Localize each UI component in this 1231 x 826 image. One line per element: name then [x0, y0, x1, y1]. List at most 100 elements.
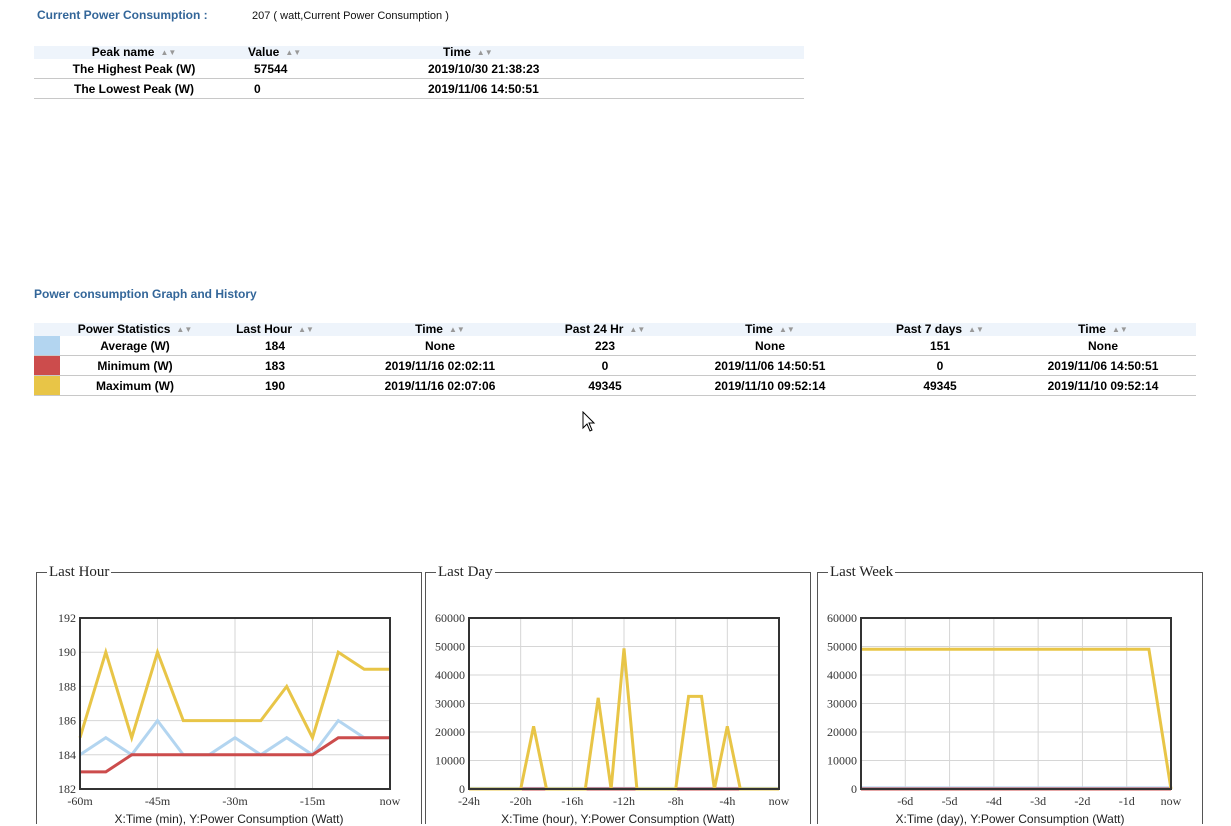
series-line-2 — [78, 647, 390, 743]
sort-icon[interactable]: ▲▼ — [629, 325, 646, 334]
past-7-time: 2019/11/10 09:52:14 — [1010, 375, 1196, 396]
y-tick-label: 20000 — [435, 725, 465, 739]
sort-icon[interactable]: ▲▼ — [1111, 325, 1128, 334]
y-tick-label: 188 — [58, 679, 76, 693]
x-tick-label: -4h — [719, 794, 735, 807]
maximum-color-swatch — [34, 376, 60, 395]
last-day-chart: Last Day 0 10000 20000 30000 40000 50000 60000… — [425, 564, 811, 826]
x-tick-label: -16h — [561, 794, 583, 807]
table-row: The Highest Peak (W) 57544 2019/10/30 21… — [34, 59, 804, 79]
y-tick-label: 30000 — [435, 697, 465, 711]
x-tick-label: -2d — [1074, 794, 1090, 807]
y-tick-label: 60000 — [827, 611, 857, 625]
past-7-time: None — [1010, 336, 1196, 356]
stat-name: Average (W) — [60, 336, 210, 356]
peak-time-header[interactable]: Time ▲▼ — [328, 46, 804, 59]
stats-name-header[interactable]: Power Statistics ▲▼ — [60, 323, 210, 336]
past-7-header[interactable]: Past 7 days ▲▼ — [870, 323, 1010, 336]
y-tick-label: 20000 — [827, 725, 857, 739]
last-hour-header[interactable]: Last Hour ▲▼ — [210, 323, 340, 336]
y-tick-label: 40000 — [827, 668, 857, 682]
power-statistics-table: Power Statistics ▲▼ Last Hour ▲▼ Time ▲▼ Pa… — [34, 323, 1196, 396]
past-24-time: 2019/11/06 14:50:51 — [670, 355, 870, 376]
plot-frame — [79, 617, 391, 790]
peak-time: 2019/11/06 14:50:51 — [328, 78, 804, 99]
peak-time: 2019/10/30 21:38:23 — [328, 59, 804, 79]
last-hour-time: None — [340, 336, 540, 356]
y-tick-label: 50000 — [435, 640, 465, 654]
series-line-2 — [469, 648, 779, 791]
x-tick-label: -12h — [613, 794, 635, 807]
last-hour-time-header[interactable]: Time ▲▼ — [340, 323, 540, 336]
color-cell — [34, 355, 60, 376]
series-line-2 — [861, 647, 1173, 790]
past-24-time: 2019/11/10 09:52:14 — [670, 375, 870, 396]
average-color-swatch — [34, 336, 60, 355]
y-tick-label: 30000 — [827, 697, 857, 711]
last-hour-time: 2019/11/16 02:07:06 — [340, 375, 540, 396]
peak-value: 57544 — [234, 59, 328, 79]
sort-icon[interactable]: ▲▼ — [476, 48, 493, 57]
past-24-value: 0 — [540, 355, 670, 376]
past-24-value: 223 — [540, 336, 670, 356]
y-tick-label: 0 — [851, 782, 857, 796]
last-hour-time: 2019/11/16 02:02:11 — [340, 355, 540, 376]
stat-name: Minimum (W) — [60, 355, 210, 376]
sort-icon[interactable]: ▲▼ — [160, 48, 177, 57]
x-tick-label: -8h — [668, 794, 684, 807]
past-7-value: 49345 — [870, 375, 1010, 396]
x-tick-label: now — [1161, 794, 1182, 807]
last-week-chart: Last Week 0 10000 20000 30000 40000 50000 6000… — [817, 564, 1203, 826]
chart-x-caption: X:Time (day), Y:Power Consumption (Watt) — [895, 812, 1125, 826]
table-row: Average (W) 184 None 223 None 151 None — [34, 336, 1196, 356]
past-24-time: None — [670, 336, 870, 356]
x-tick-label: -60m — [67, 794, 93, 807]
chart-x-caption: X:Time (min), Y:Power Consumption (Watt) — [114, 812, 344, 826]
x-tick-label: -4d — [986, 794, 1002, 807]
sort-icon[interactable]: ▲▼ — [448, 325, 465, 334]
x-tick-label: -20h — [510, 794, 532, 807]
x-tick-label: -3d — [1030, 794, 1046, 807]
section-title: Power consumption Graph and History — [34, 287, 257, 301]
peak-table: Peak name ▲▼ Value ▲▼ Time ▲▼ The Highest P… — [34, 46, 804, 99]
chart-title: Last Week — [830, 564, 894, 580]
x-tick-label: -30m — [222, 794, 248, 807]
mouse-cursor-icon — [582, 411, 596, 432]
chart-plot: 0 10000 20000 30000 40000 50000 60000 -24h -20h -… — [435, 611, 790, 807]
y-tick-label: 192 — [58, 611, 76, 625]
last-hour-value: 183 — [210, 355, 340, 376]
series-line-1 — [80, 736, 390, 774]
y-tick-label: 10000 — [435, 754, 465, 768]
plot-frame — [860, 617, 1172, 790]
peak-value: 0 — [234, 78, 328, 99]
past-7-time-header[interactable]: Time ▲▼ — [1010, 323, 1196, 336]
y-tick-label: 0 — [459, 782, 465, 796]
past-24-value: 49345 — [540, 375, 670, 396]
color-cell — [34, 375, 60, 396]
sort-icon[interactable]: ▲▼ — [285, 48, 302, 57]
sort-icon[interactable]: ▲▼ — [176, 325, 193, 334]
past-7-time: 2019/11/06 14:50:51 — [1010, 355, 1196, 376]
y-tick-label: 50000 — [827, 640, 857, 654]
last-hour-chart: Last Hour 182 184 186 188 190 192 -60m -45m -30m… — [36, 564, 422, 826]
table-row: The Lowest Peak (W) 0 2019/11/06 14:50:5… — [34, 78, 804, 99]
sort-icon[interactable]: ▲▼ — [298, 325, 314, 334]
sort-icon[interactable]: ▲▼ — [778, 325, 795, 334]
y-tick-label: 186 — [58, 714, 76, 728]
sort-icon[interactable]: ▲▼ — [968, 325, 984, 334]
x-tick-label: -6d — [897, 794, 913, 807]
peak-name-header[interactable]: Peak name ▲▼ — [34, 46, 234, 59]
color-cell — [34, 336, 60, 356]
chart-title: Last Day — [438, 564, 493, 580]
peak-value-header[interactable]: Value ▲▼ — [234, 46, 328, 59]
chart-x-caption: X:Time (hour), Y:Power Consumption (Watt… — [501, 812, 735, 826]
color-header — [34, 323, 60, 336]
past-7-value: 151 — [870, 336, 1010, 356]
y-tick-label: 182 — [58, 782, 76, 796]
current-power-value: 207 ( watt,Current Power Consumption ) — [252, 10, 449, 22]
peak-name: The Lowest Peak (W) — [34, 78, 234, 99]
y-tick-label: 184 — [58, 748, 76, 762]
past-24-header[interactable]: Past 24 Hr ▲▼ — [540, 323, 670, 336]
peak-name: The Highest Peak (W) — [34, 59, 234, 79]
past-24-time-header[interactable]: Time ▲▼ — [670, 323, 870, 336]
